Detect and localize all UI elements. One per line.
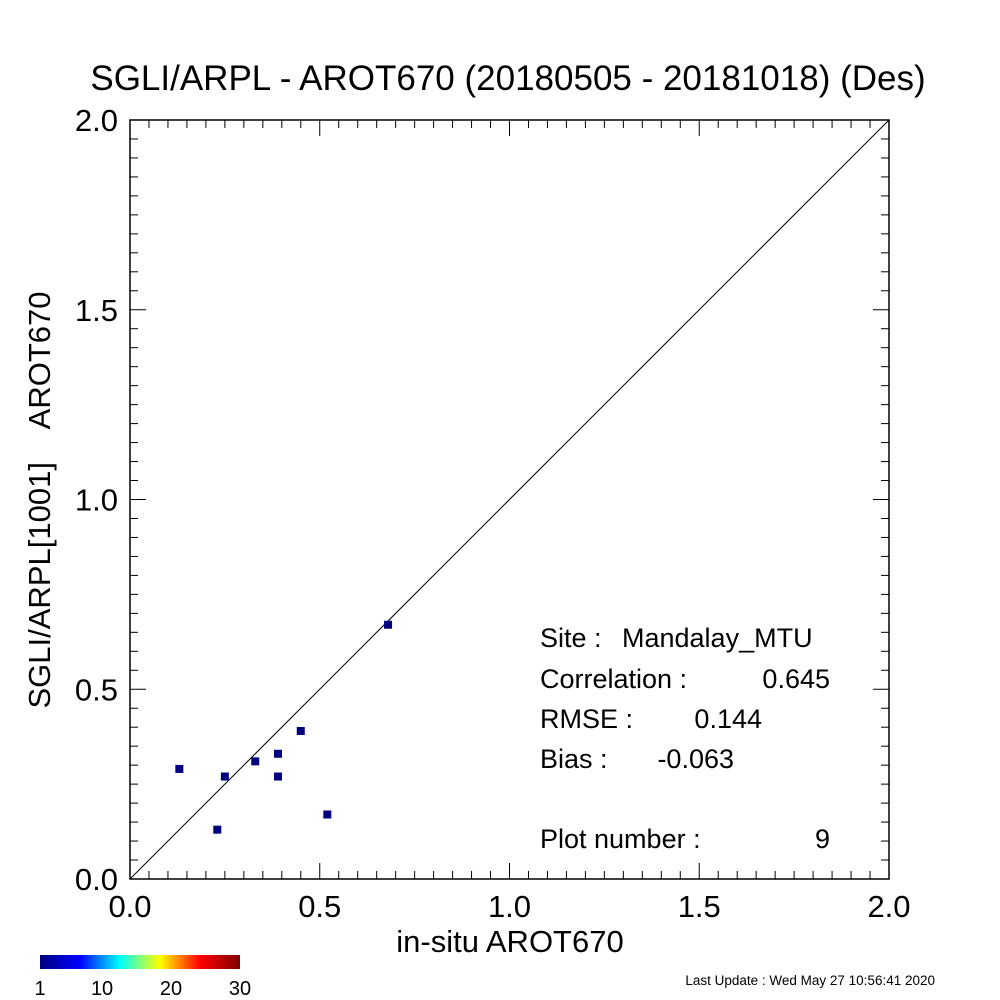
bias-value: -0.063 (657, 744, 734, 774)
data-points (175, 620, 393, 834)
stats-block: Site : Mandalay_MTU Correlation : 0.645 … (540, 623, 830, 854)
one-to-one-line (129, 119, 890, 880)
data-point (213, 825, 222, 834)
data-point (384, 620, 393, 629)
y-tick-label: 1.5 (75, 293, 118, 328)
correlation-label: Correlation : (540, 664, 687, 694)
y-tick-label: 2.0 (75, 103, 118, 138)
y-tick-label: 1.0 (75, 483, 118, 518)
last-update-text: Last Update : Wed May 27 10:56:41 2020 (685, 973, 935, 988)
plot-number-value: 9 (815, 824, 830, 854)
bias-label: Bias : (540, 744, 608, 774)
y-tick-labels: 0.0 0.5 1.0 1.5 2.0 (75, 103, 118, 897)
x-tick-label: 2.0 (867, 889, 910, 924)
data-point (274, 772, 283, 781)
colorbar-tick-label: 30 (229, 978, 251, 1000)
x-tick-label: 0.5 (298, 889, 341, 924)
x-tick-labels: 0.0 0.5 1.0 1.5 2.0 (108, 889, 910, 924)
y-tick-label: 0.0 (75, 862, 118, 897)
site-label: Site : (540, 623, 602, 653)
y-tick-label: 0.5 (75, 672, 118, 707)
rmse-value: 0.144 (694, 704, 762, 734)
data-point (175, 764, 184, 773)
colorbar-tick-label: 1 (34, 978, 45, 1000)
minor-ticks (130, 120, 889, 879)
site-value: Mandalay_MTU (622, 623, 813, 653)
rmse-label: RMSE : (540, 704, 633, 734)
x-tick-label: 1.5 (678, 889, 721, 924)
plot-number-label: Plot number : (540, 824, 701, 854)
data-point (251, 757, 260, 766)
chart-title: SGLI/ARPL - AROT670 (20180505 - 20181018… (90, 59, 925, 98)
data-point (274, 749, 283, 758)
data-point (220, 772, 229, 781)
colorbar-tick-label: 10 (91, 978, 113, 1000)
data-point (296, 726, 305, 735)
colorbar-labels: 1 10 20 30 (34, 978, 251, 1000)
colorbar-tick-label: 20 (160, 978, 182, 1000)
x-tick-label: 0.0 (108, 889, 151, 924)
correlation-value: 0.645 (762, 664, 830, 694)
x-axis-label: in-situ AROT670 (396, 924, 623, 959)
y-axis-label: SGLI/ARPL[1001] AROT670 (22, 291, 57, 708)
colorbar (40, 955, 240, 969)
data-point (323, 810, 332, 819)
x-tick-label: 1.0 (488, 889, 531, 924)
